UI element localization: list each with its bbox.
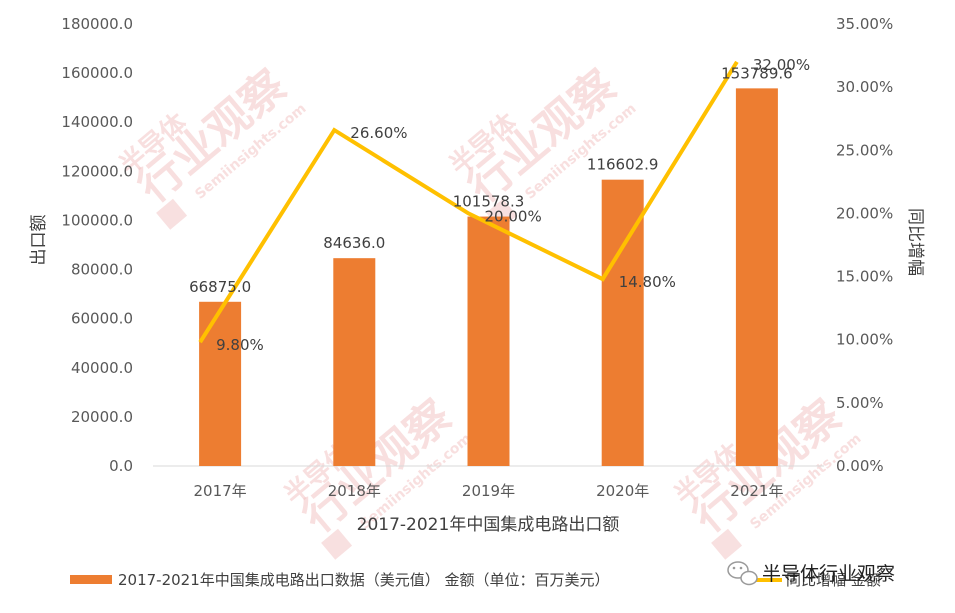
- bar: [333, 258, 376, 466]
- legend-bar-label: 2017-2021年中国集成电路出口数据（美元值） 金额（单位：百万美元）: [118, 571, 610, 589]
- y-axis-title: 出口额: [29, 215, 49, 266]
- line-value-label: 26.60%: [350, 124, 407, 142]
- line-value-label: 20.00%: [485, 207, 542, 225]
- y-tick-label: 180000.0: [61, 15, 133, 33]
- y-tick-label: 0.0: [109, 457, 133, 475]
- wechat-icon: [727, 561, 758, 586]
- bar-value-label: 101578.3: [453, 193, 525, 211]
- y-tick-label: 60000.0: [71, 310, 133, 328]
- y2-tick-label: 35.00%: [836, 15, 893, 33]
- y2-tick-label: 15.00%: [836, 268, 893, 286]
- x-tick-label: 2018年: [328, 482, 381, 500]
- left-axis-ticks: 0.0 20000.0 40000.0 60000.0 80000.0 100000.0 1…: [61, 15, 133, 475]
- footer-account-name: 半导体行业观察: [762, 563, 895, 585]
- y-tick-label: 100000.0: [61, 211, 133, 229]
- bar-value-label: 153789.6: [721, 64, 793, 82]
- legend: 2017-2021年中国集成电路出口数据（美元值） 金额（单位：百万美元） 同比…: [70, 571, 881, 589]
- footer-account: 半导体行业观察: [727, 561, 895, 586]
- x-tick-label: 2019年: [462, 482, 515, 500]
- y2-tick-label: 10.00%: [836, 331, 893, 349]
- bar-value-label: 84636.0: [323, 234, 385, 252]
- watermark-logo-block: [156, 198, 188, 230]
- bar-value-label: 116602.9: [587, 156, 659, 174]
- y2-tick-label: 5.00%: [836, 394, 884, 412]
- y-tick-label: 160000.0: [61, 64, 133, 82]
- watermark-logo-block: [711, 528, 743, 560]
- y-tick-label: 120000.0: [61, 162, 133, 180]
- right-axis-ticks: 0.00% 5.00% 10.00% 15.00% 20.00% 25.00% 30.00%…: [836, 15, 893, 475]
- legend-bar-swatch: [70, 575, 112, 584]
- bar-series: [199, 88, 778, 467]
- y-tick-label: 20000.0: [71, 408, 133, 426]
- line-value-label: 14.80%: [619, 273, 676, 291]
- line-value-label: 32.00%: [753, 56, 810, 74]
- y2-tick-label: 0.00%: [836, 457, 884, 475]
- x-tick-label: 2017年: [194, 482, 247, 500]
- y-tick-label: 40000.0: [71, 359, 133, 377]
- x-axis-ticks: 2017年 2018年 2019年 2020年 2021年: [194, 482, 784, 500]
- x-axis-title: 2017-2021年中国集成电路出口额: [357, 515, 620, 535]
- y-tick-label: 140000.0: [61, 113, 133, 131]
- legend-line-label: 同比增幅 金额: [786, 571, 881, 589]
- bar: [467, 216, 510, 466]
- y2-tick-label: 30.00%: [836, 78, 893, 96]
- y2-axis-title: 同比增幅: [905, 208, 925, 276]
- bar: [735, 88, 778, 467]
- bar-value-label: 66875.0: [189, 278, 251, 296]
- y2-tick-label: 25.00%: [836, 141, 893, 159]
- y-tick-label: 80000.0: [71, 261, 133, 279]
- x-tick-label: 2021年: [730, 482, 783, 500]
- line-value-label: 9.80%: [216, 336, 264, 354]
- x-tick-label: 2020年: [596, 482, 649, 500]
- data-labels: 66875.0 84636.0 101578.3 116602.9 153789.6 9.…: [189, 56, 810, 354]
- watermark-logo-block: [321, 528, 353, 560]
- y2-tick-label: 20.00%: [836, 204, 893, 222]
- line-series: [198, 60, 739, 344]
- bar: [199, 301, 242, 466]
